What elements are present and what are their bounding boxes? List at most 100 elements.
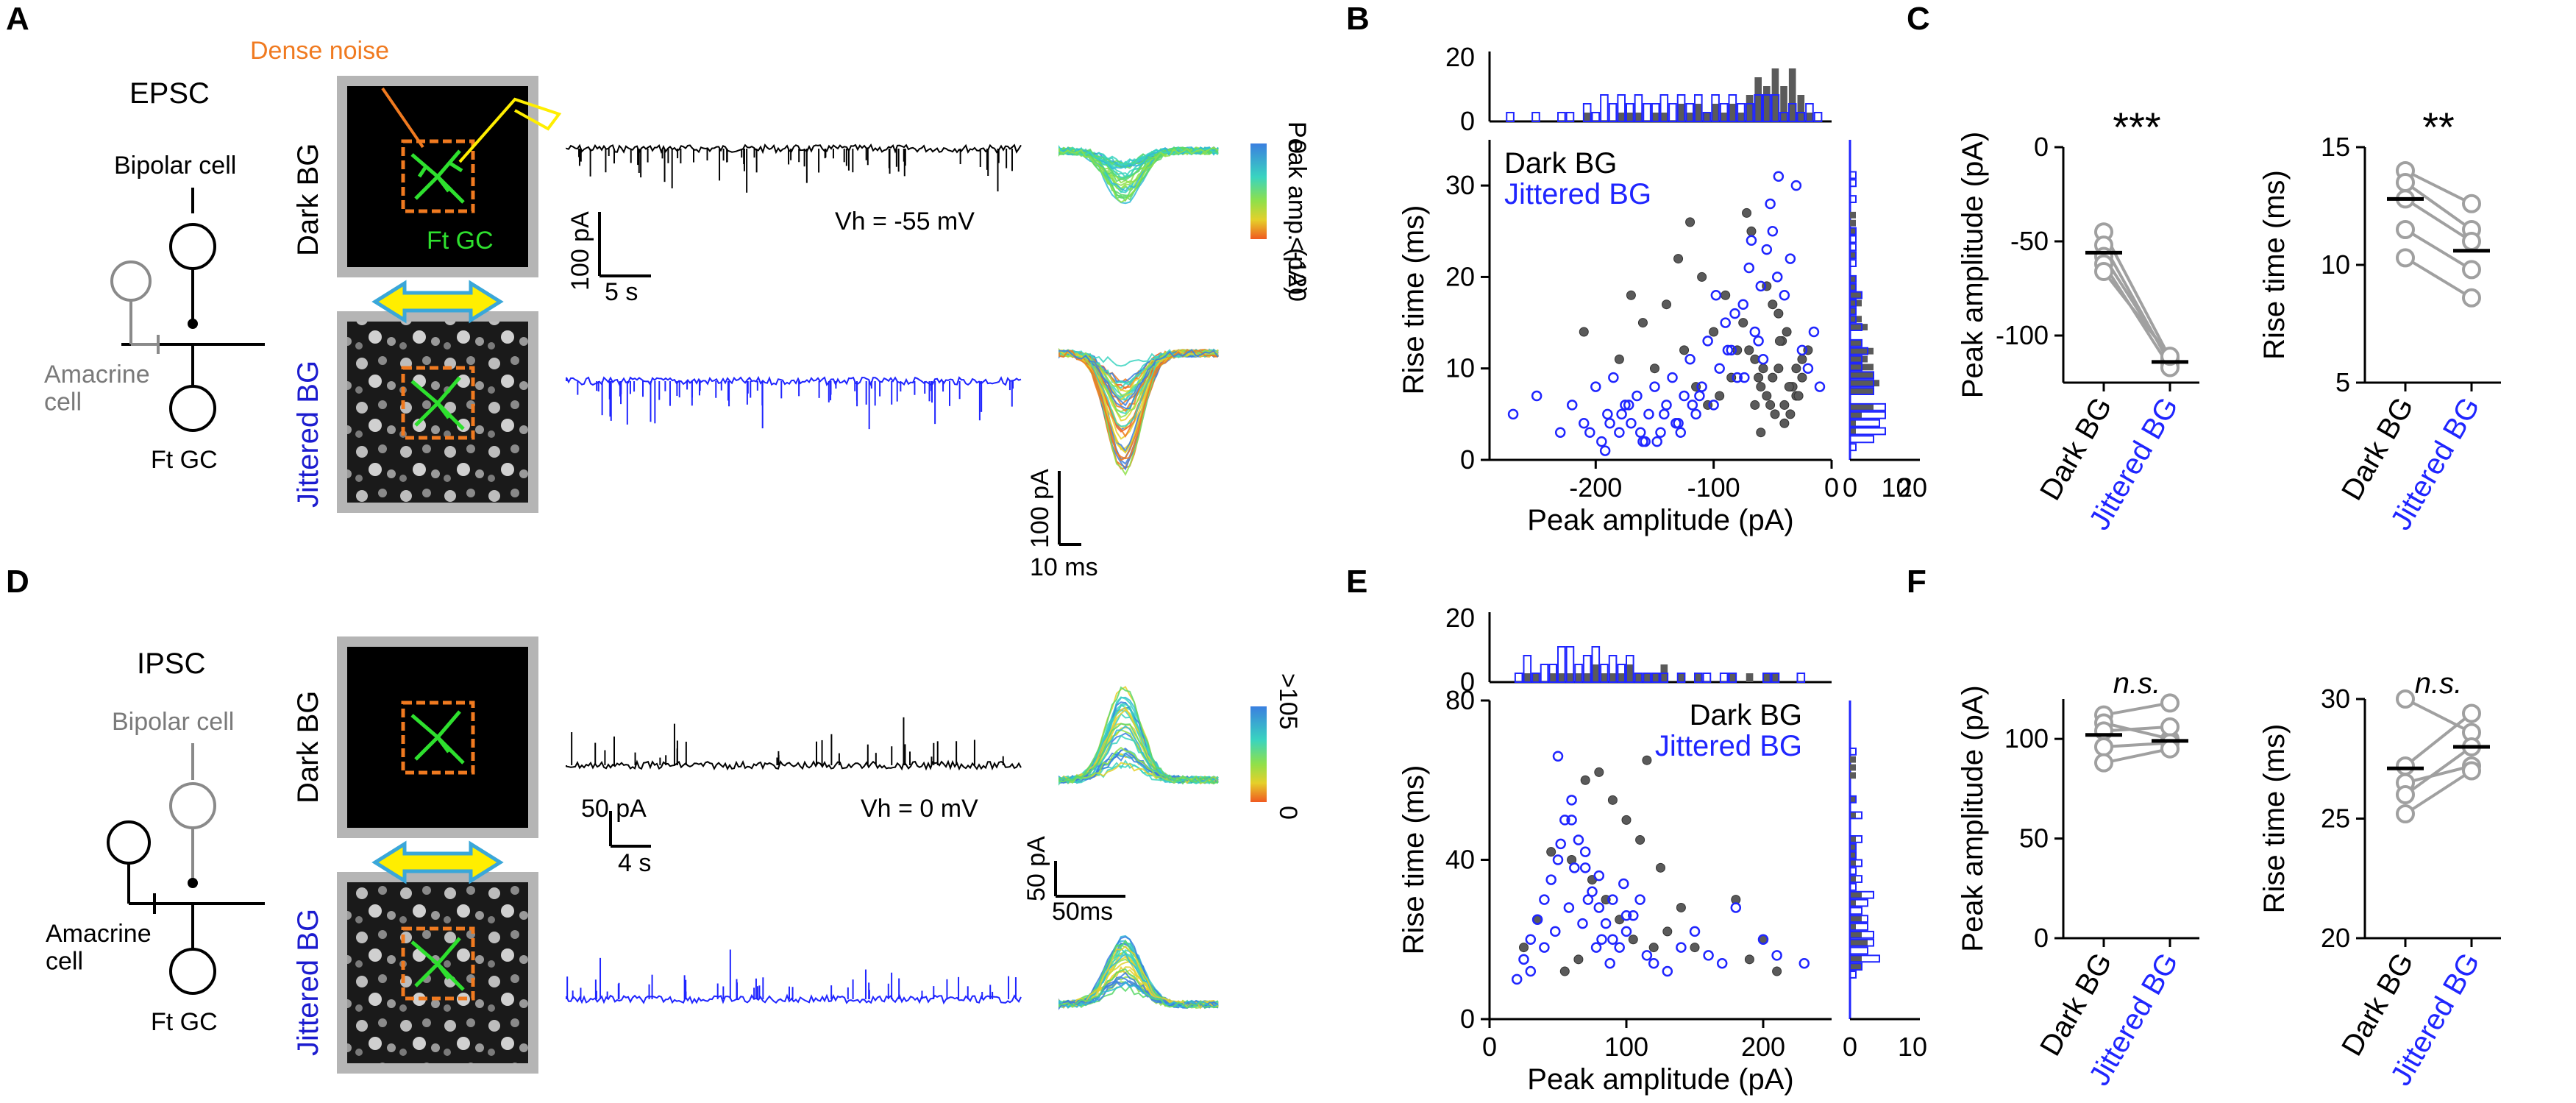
pair-point-dark [2396, 173, 2415, 192]
pair-point-dark [2396, 785, 2415, 804]
right-hist-bar [1849, 283, 1857, 291]
top-hist-bar [1548, 664, 1557, 683]
data-point-jittered [1566, 815, 1577, 826]
electrode-icon [458, 97, 562, 163]
epsc-trace-dark [566, 143, 1022, 193]
right-hist-bar [1850, 955, 1862, 962]
data-point-dark [1656, 862, 1665, 873]
right-hist-bar [1849, 867, 1857, 876]
data-point-jittered [1732, 372, 1743, 383]
top-hist-bar [1557, 646, 1566, 683]
data-point-jittered [1641, 950, 1653, 961]
event-trace [1058, 349, 1219, 407]
trace-baseline [566, 375, 1022, 387]
data-point-jittered [1765, 198, 1776, 210]
event-trace [1058, 968, 1219, 1010]
trace-baseline [566, 143, 1022, 155]
data-point-jittered [1607, 894, 1618, 905]
significance-label: *** [2113, 104, 2160, 150]
y-axis-title: Peak amplitude (pA) [1957, 132, 1989, 398]
right-hist-bar [1850, 403, 1874, 411]
data-point-dark [1662, 926, 1673, 937]
y-tick-label: 10 [2321, 249, 2350, 280]
data-point-jittered [1749, 326, 1761, 338]
right-hist-bar [1849, 898, 1868, 907]
data-point-jittered [1684, 354, 1696, 365]
right-hist-bar [1850, 355, 1868, 363]
data-point-jittered [1659, 408, 1670, 420]
colorbar-title-a: Peak amp. (pA) [1283, 121, 1311, 295]
ftgc-dendrite-a [410, 149, 465, 204]
data-point-dark [1580, 775, 1590, 785]
pair-line [2404, 256, 2473, 299]
right-hist-bar [1850, 923, 1856, 930]
pair-point-dark [2396, 804, 2415, 823]
data-point-dark [1797, 372, 1807, 383]
top-hist-bar [1626, 655, 1634, 683]
data-point-jittered [1743, 262, 1755, 274]
data-point-jittered [1726, 344, 1737, 356]
data-point-dark [1690, 943, 1700, 953]
top-hist-bar [1532, 673, 1540, 682]
data-point-jittered [1679, 390, 1690, 402]
data-point-dark [1765, 400, 1776, 410]
data-point-jittered [1531, 390, 1543, 402]
right-hist-bar [1850, 843, 1856, 851]
data-point-dark [1679, 345, 1690, 355]
data-point-jittered [1730, 902, 1742, 913]
data-point-jittered [1771, 950, 1782, 961]
top-hist-bar [1618, 673, 1625, 682]
data-point-dark [1519, 943, 1529, 953]
right-hist-bar [1850, 411, 1862, 419]
right-hist-bar [1850, 275, 1856, 283]
panel-letter-b: B [1346, 1, 1370, 37]
top-hist-bar [1549, 673, 1556, 682]
amacrine-label-a: Amacrine cell [44, 361, 150, 416]
right-hist-bar [1850, 836, 1856, 843]
data-point-dark [1676, 902, 1686, 912]
data-point-jittered [1579, 862, 1591, 873]
top-hist-bar [1634, 673, 1643, 683]
right-hist-bar [1850, 899, 1856, 907]
colorbar-a [1250, 143, 1267, 239]
top-hist-bar [1746, 95, 1754, 121]
top-hist-bar [1651, 673, 1659, 682]
data-point-jittered [1507, 408, 1519, 420]
panel-a: EPSC Dense noise Bipolar cell Amacrine ce… [44, 37, 1311, 581]
right-hist-bar [1850, 876, 1856, 882]
top-hist-bar [1813, 112, 1823, 122]
pair-point-jittered [2462, 761, 2481, 781]
top-hist-bar [1720, 113, 1728, 121]
data-point-jittered [1651, 436, 1662, 447]
data-point-jittered [1689, 926, 1701, 937]
right-hist-bar [1849, 915, 1868, 923]
data-point-jittered [1614, 427, 1625, 438]
right-hist-bar [1850, 851, 1856, 859]
x-tick-label: 0 [1482, 1032, 1497, 1062]
ipsc-title: IPSC [137, 648, 205, 680]
data-point-jittered [1790, 180, 1802, 191]
right-hist-bar [1850, 372, 1874, 379]
data-point-jittered [1708, 400, 1719, 411]
y-axis-title: Rise time (ms) [2258, 170, 2291, 360]
right-hist-bar [1849, 171, 1857, 180]
right-hist-bar [1850, 388, 1874, 394]
right-hist-bar [1850, 939, 1868, 946]
top-hist-bar [1592, 664, 1600, 682]
data-point-jittered [1590, 381, 1601, 392]
right-hist-bar [1849, 299, 1857, 308]
colorbar-d [1250, 706, 1267, 802]
top-hist-bar [1601, 673, 1608, 682]
top-hist-bar [1618, 113, 1625, 121]
y-tick-label: 50 [2019, 823, 2049, 854]
data-point-dark [1784, 382, 1794, 392]
pair-point-dark [2396, 689, 2415, 709]
right-hist-bar [1849, 971, 1857, 979]
top-hist-bar [1695, 104, 1702, 121]
data-point-dark [1791, 363, 1801, 374]
top-hist-bar [1702, 673, 1712, 683]
data-point-jittered [1634, 894, 1645, 905]
pair-point-dark [2094, 261, 2113, 281]
data-point-jittered [1620, 910, 1632, 921]
pair-line [2103, 747, 2171, 765]
